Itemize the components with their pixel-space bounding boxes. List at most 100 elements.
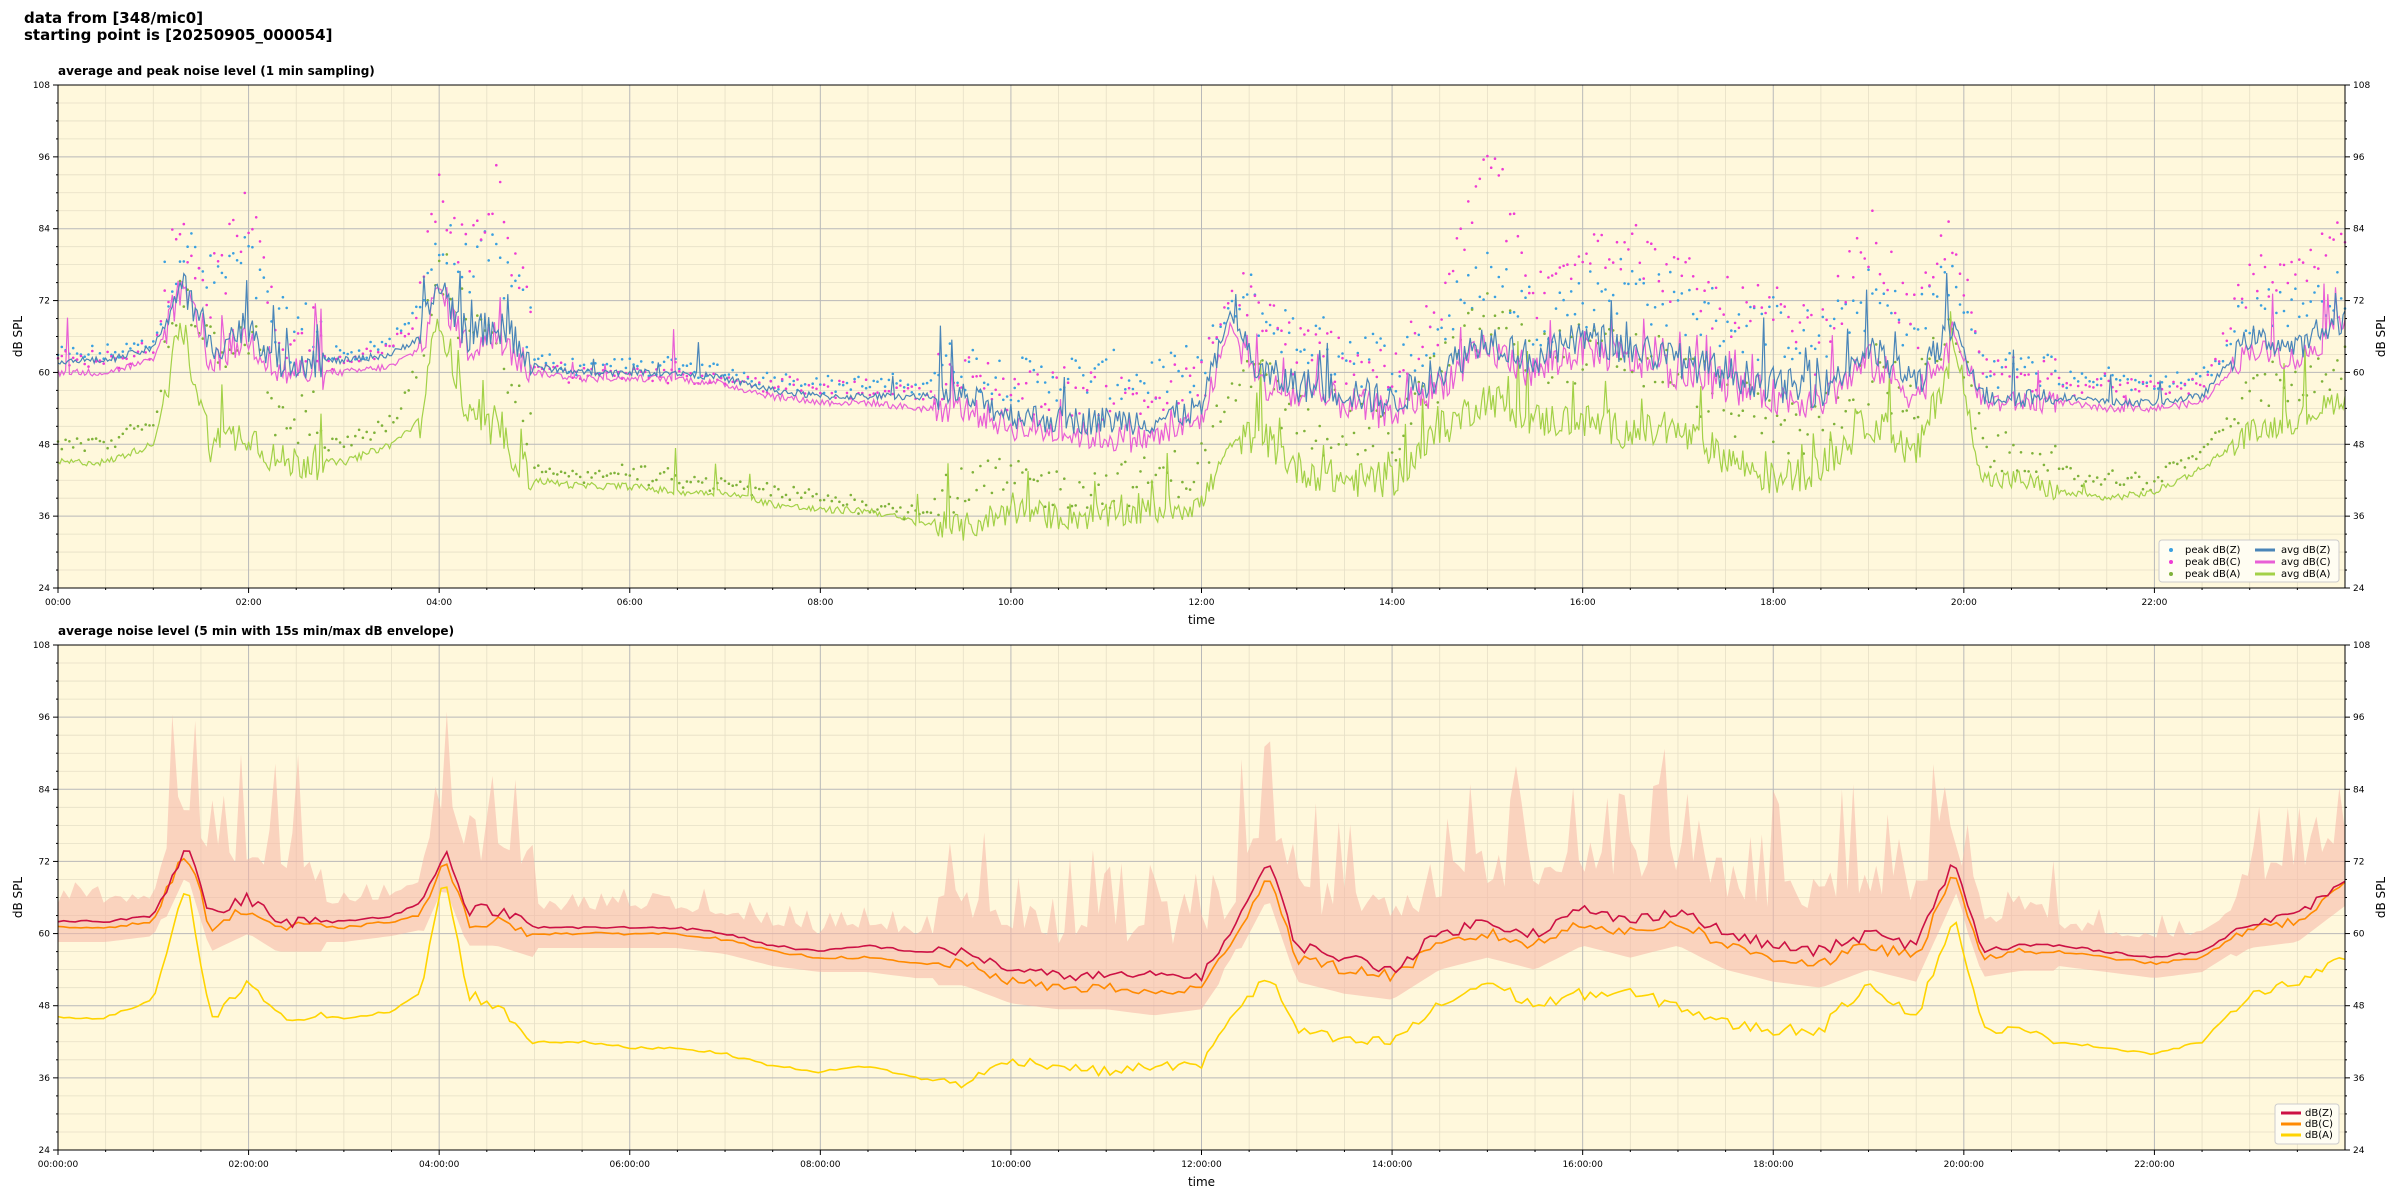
scatter-point [1009,393,1013,397]
scatter-point [2225,339,2229,343]
scatter-point [975,488,978,492]
scatter-point [982,387,986,390]
scatter-point [1261,329,1264,333]
scatter-point [209,254,212,257]
scatter-point [1874,288,1878,291]
scatter-point [838,500,841,504]
scatter-point [967,360,971,364]
x-tick-label: 22:00 [2141,598,2167,608]
scatter-point [803,383,807,386]
scatter-point [1665,263,1668,266]
scatter-point [1303,429,1306,433]
scatter-point [685,374,689,378]
scatter-point [1177,369,1180,373]
scatter-point [963,359,967,362]
scatter-point [2290,260,2293,264]
scatter-point [1531,291,1535,295]
scatter-point [880,377,883,381]
scatter-point [2095,476,2099,479]
scatter-point [1467,311,1470,315]
x-tick-label: 04:00 [426,598,452,608]
scatter-point [1730,329,1733,332]
scatter-point [1562,298,1565,302]
scatter-point [1082,386,1085,390]
scatter-point [899,384,902,387]
scatter-point [1512,310,1516,314]
scatter-point [979,464,982,468]
scatter-point [567,475,571,478]
scatter-point [838,383,841,386]
scatter-point [1223,410,1226,414]
scatter-point [967,356,971,359]
scatter-point [937,513,940,517]
scatter-point [754,486,757,490]
scatter-point [399,407,403,410]
scatter-point [1013,481,1016,485]
series-line [57,886,2346,1089]
scatter-point [1204,371,1207,375]
scatter-point [700,481,704,484]
scatter-point [1112,402,1116,405]
scatter-point [464,242,468,246]
scatter-point [1352,362,1356,366]
scatter-point [1192,366,1196,370]
scatter-point [1989,370,1992,373]
scatter-point [2107,379,2110,383]
scatter-point [308,349,311,352]
scatter-point [2015,469,2019,472]
scatter-point [636,364,639,368]
scatter-point [1238,304,1241,307]
scatter-point [1615,240,1619,244]
scatter-point [2168,461,2171,465]
scatter-point [1669,300,1672,304]
scatter-point [773,376,776,379]
scatter-point [125,427,128,431]
scatter-point [1920,357,1924,361]
scatter-point [1093,472,1097,475]
scatter-point [784,387,788,391]
scatter-point [1261,312,1264,315]
scatter-point [422,354,426,357]
scatter-point [1135,373,1138,377]
scatter-point [1718,344,1722,348]
y-tick-label: 96 [2353,713,2365,723]
legend: peak dB(Z)peak dB(C)peak dB(A)avg dB(Z)a… [2158,539,2340,583]
scatter-point [1630,370,1634,374]
scatter-point [2198,450,2202,454]
scatter-point [2065,386,2068,390]
scatter-point [2156,381,2160,385]
scatter-point [167,345,170,349]
scatter-point [1364,336,1367,340]
scatter-point [883,505,887,508]
scatter-point [845,381,849,385]
minmax-envelope [58,711,2345,1016]
scatter-point [651,379,654,383]
scatter-point [373,431,376,435]
scatter-point [834,496,837,499]
scatter-point [87,438,90,441]
x-tick-label: 20:00 [1951,598,1977,608]
scatter-point [1196,394,1199,397]
scatter-point [315,359,319,363]
scatter-point [525,285,529,289]
scatter-point [1970,328,1973,331]
scatter-point [1398,375,1401,378]
scatter-point [437,259,441,263]
scatter-point [1162,466,1165,469]
scatter-point [380,351,384,355]
scatter-point [1112,348,1116,352]
scatter-point [1451,336,1455,339]
scatter-point [891,392,895,396]
scatter-point [75,358,79,361]
scatter-point [91,344,94,348]
scatter-point [2031,452,2034,455]
scatter-point [1040,365,1043,369]
scatter-point [1066,377,1070,381]
scatter-point [830,379,834,382]
scatter-point [380,340,384,344]
scatter-point [365,356,369,360]
scatter-point [1021,356,1024,360]
scatter-point [1188,374,1192,378]
scatter-point [1558,291,1562,295]
scatter-point [1268,362,1272,365]
